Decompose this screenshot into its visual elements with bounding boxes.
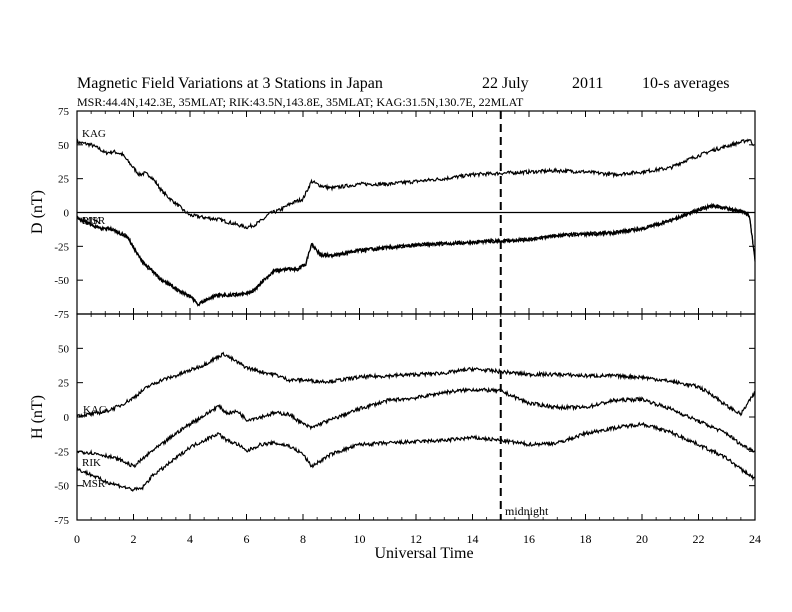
y-tick-label: -25: [54, 446, 69, 458]
series-line-rik-h: [76, 386, 756, 469]
x-tick-label: 14: [467, 532, 479, 546]
x-tick-label: 10: [354, 532, 366, 546]
y-tick-label: 50: [58, 140, 70, 152]
y-tick-label: 0: [64, 412, 70, 424]
station-info-line: MSR:44.4N,142.3E, 35MLAT; RIK:43.5N,143.…: [77, 95, 524, 109]
x-tick-label: 2: [131, 532, 137, 546]
series-line-msr-h: [76, 421, 756, 493]
series-label-rik: RIK: [82, 215, 101, 227]
x-tick-label: 4: [187, 532, 193, 546]
x-tick-label: 24: [749, 532, 761, 546]
series-line-kag-d: [76, 138, 755, 230]
chart-title: Magnetic Field Variations at 3 Stations …: [77, 75, 383, 92]
y-tick-label: 75: [58, 106, 70, 118]
x-tick-label: 16: [523, 532, 535, 546]
chart-year: 2011: [572, 75, 603, 92]
y-tick-label: -50: [54, 275, 69, 287]
bottom-y-axis-label: H (nT): [29, 395, 46, 439]
x-tick-label: 22: [693, 532, 705, 546]
top-y-axis-label: D (nT): [29, 190, 46, 234]
y-tick-label: -75: [54, 515, 69, 527]
x-axis-label: Universal Time: [374, 545, 473, 562]
series-label-msr: MSR: [82, 215, 106, 227]
y-tick-label: 0: [64, 208, 70, 220]
x-tick-label: 20: [636, 532, 648, 546]
y-tick-label: -75: [54, 309, 69, 321]
y-tick-label: -50: [54, 481, 69, 493]
series-line-kag-h: [76, 351, 756, 418]
series-label-msr: MSR: [82, 478, 106, 490]
series-line-msr-d: [76, 202, 756, 307]
x-tick-label: 18: [580, 532, 592, 546]
chart-date: 22 July: [482, 75, 529, 92]
y-tick-label: 25: [58, 174, 70, 186]
chart-averaging: 10-s averages: [642, 75, 730, 92]
x-tick-label: 8: [300, 532, 306, 546]
x-tick-label: 12: [410, 532, 422, 546]
y-tick-label: 25: [58, 378, 70, 390]
y-tick-label: -25: [54, 241, 69, 253]
x-tick-label: 6: [244, 532, 250, 546]
midnight-label: midnight: [505, 504, 549, 518]
series-label-kag: KAG: [82, 128, 106, 140]
bottom-panel-frame: [76, 313, 756, 521]
series-label-rik: RIK: [82, 457, 101, 469]
series-label-kag: KAG: [83, 404, 107, 416]
x-tick-label: 0: [74, 532, 80, 546]
y-tick-label: 50: [58, 343, 70, 355]
